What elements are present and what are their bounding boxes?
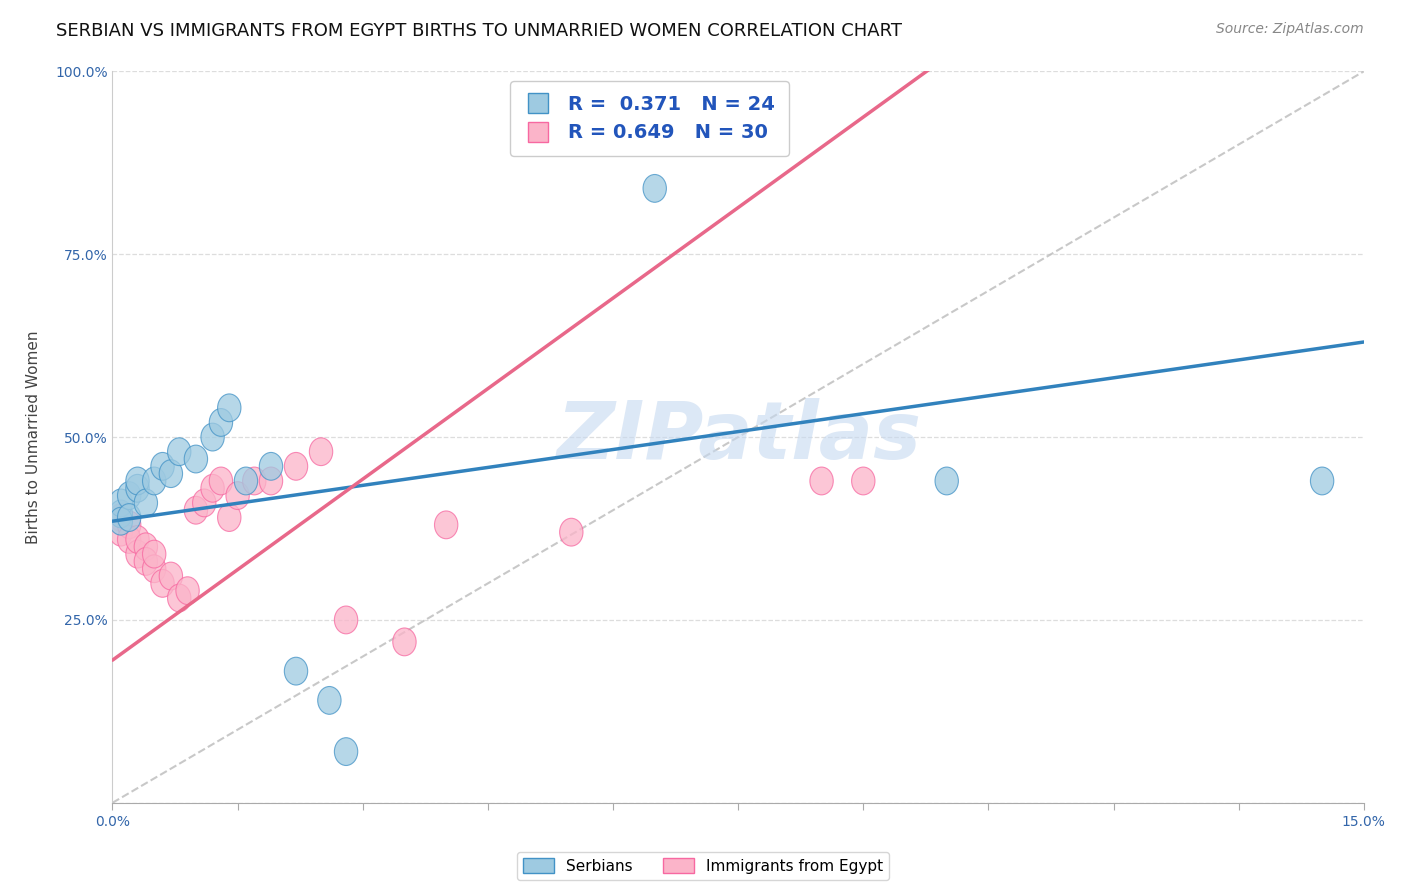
Ellipse shape: [226, 482, 249, 509]
Ellipse shape: [159, 562, 183, 590]
Ellipse shape: [110, 504, 132, 532]
Ellipse shape: [318, 687, 342, 714]
Ellipse shape: [167, 438, 191, 466]
Ellipse shape: [110, 518, 132, 546]
Ellipse shape: [150, 452, 174, 480]
Ellipse shape: [110, 489, 132, 516]
Ellipse shape: [134, 548, 157, 575]
Ellipse shape: [218, 394, 240, 422]
Ellipse shape: [201, 423, 225, 451]
Ellipse shape: [110, 508, 132, 535]
Ellipse shape: [125, 525, 149, 553]
Ellipse shape: [1310, 467, 1334, 495]
Legend: Serbians, Immigrants from Egypt: Serbians, Immigrants from Egypt: [517, 852, 889, 880]
Ellipse shape: [176, 577, 200, 605]
Ellipse shape: [218, 504, 240, 532]
Ellipse shape: [810, 467, 834, 495]
Legend: R =  0.371   N = 24, R = 0.649   N = 30: R = 0.371 N = 24, R = 0.649 N = 30: [510, 81, 789, 156]
Ellipse shape: [142, 541, 166, 568]
Ellipse shape: [259, 467, 283, 495]
Text: ZIPatlas: ZIPatlas: [555, 398, 921, 476]
Ellipse shape: [150, 569, 174, 598]
Ellipse shape: [118, 511, 141, 539]
Ellipse shape: [118, 482, 141, 509]
Ellipse shape: [193, 489, 217, 516]
Ellipse shape: [259, 452, 283, 480]
Ellipse shape: [852, 467, 875, 495]
Ellipse shape: [209, 467, 232, 495]
Ellipse shape: [134, 533, 157, 561]
Ellipse shape: [159, 459, 183, 488]
Ellipse shape: [184, 445, 208, 473]
Ellipse shape: [284, 452, 308, 480]
Ellipse shape: [643, 175, 666, 202]
Ellipse shape: [309, 438, 333, 466]
Ellipse shape: [125, 467, 149, 495]
Ellipse shape: [235, 467, 257, 495]
Ellipse shape: [335, 606, 357, 634]
Ellipse shape: [134, 489, 157, 516]
Y-axis label: Births to Unmarried Women: Births to Unmarried Women: [27, 330, 41, 544]
Ellipse shape: [118, 504, 141, 532]
Ellipse shape: [142, 467, 166, 495]
Ellipse shape: [392, 628, 416, 656]
Ellipse shape: [125, 475, 149, 502]
Ellipse shape: [284, 657, 308, 685]
Ellipse shape: [110, 500, 132, 528]
Ellipse shape: [201, 475, 225, 502]
Text: SERBIAN VS IMMIGRANTS FROM EGYPT BIRTHS TO UNMARRIED WOMEN CORRELATION CHART: SERBIAN VS IMMIGRANTS FROM EGYPT BIRTHS …: [56, 22, 903, 40]
Ellipse shape: [142, 555, 166, 582]
Ellipse shape: [560, 518, 583, 546]
Ellipse shape: [243, 467, 266, 495]
Text: Source: ZipAtlas.com: Source: ZipAtlas.com: [1216, 22, 1364, 37]
Ellipse shape: [935, 467, 959, 495]
Ellipse shape: [434, 511, 458, 539]
Ellipse shape: [118, 525, 141, 553]
Ellipse shape: [184, 496, 208, 524]
Ellipse shape: [167, 584, 191, 612]
Ellipse shape: [125, 541, 149, 568]
Ellipse shape: [209, 409, 232, 436]
Ellipse shape: [335, 738, 357, 765]
